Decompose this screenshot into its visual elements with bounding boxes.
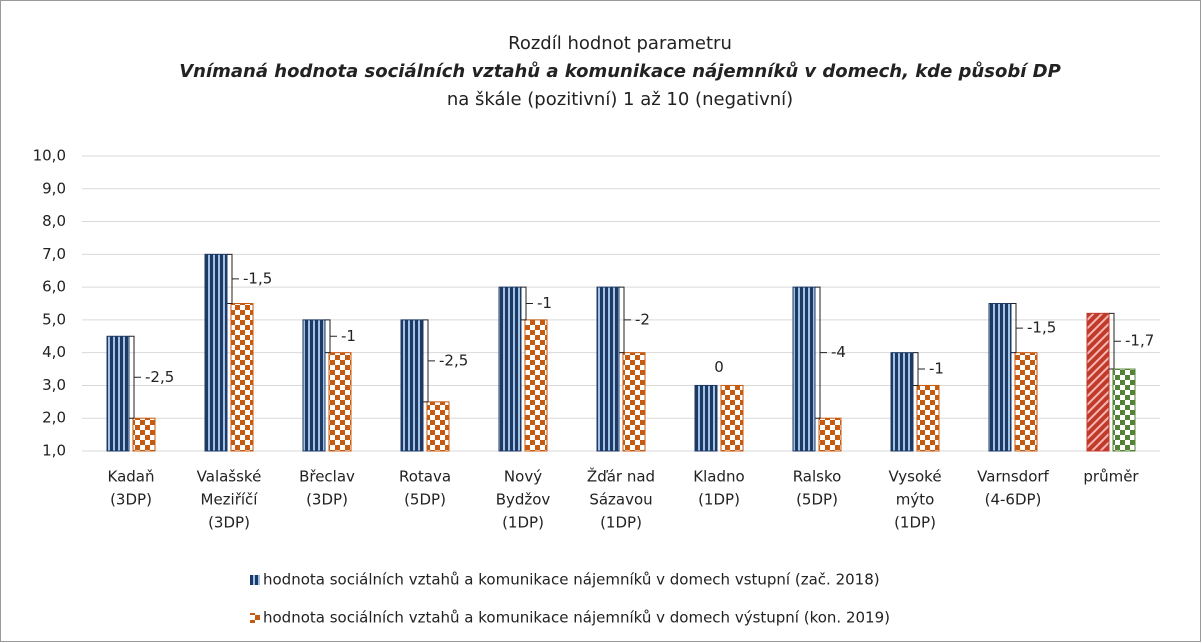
y-tick-label: 6,0 bbox=[42, 278, 66, 296]
difference-label: -1,7 bbox=[1125, 332, 1154, 350]
x-tick-label: (4-6DP) bbox=[985, 491, 1042, 509]
x-tick-label: Nový bbox=[504, 468, 542, 486]
bar bbox=[400, 319, 424, 452]
difference-label: -2 bbox=[635, 310, 650, 328]
x-tick-label: (3DP) bbox=[208, 514, 250, 532]
bracket bbox=[521, 286, 533, 321]
bar bbox=[1112, 368, 1136, 452]
x-tick-label: (1DP) bbox=[502, 514, 544, 532]
bar bbox=[916, 384, 940, 452]
bar bbox=[328, 352, 352, 452]
bar bbox=[230, 303, 254, 452]
difference-label: -1,5 bbox=[243, 269, 272, 287]
bar bbox=[988, 303, 1012, 452]
x-tick-label: Varnsdorf bbox=[977, 468, 1049, 486]
x-tick-label: Břeclav bbox=[299, 468, 355, 486]
x-tick-label: Valašské bbox=[197, 468, 262, 486]
bar bbox=[426, 401, 450, 452]
difference-label: -1 bbox=[537, 294, 552, 312]
y-tick-label: 10,0 bbox=[33, 147, 66, 165]
difference-label: -1,5 bbox=[1027, 319, 1056, 337]
x-tick-label: Rotava bbox=[399, 468, 451, 486]
bracket bbox=[325, 319, 337, 354]
chart-subtitle: na škále (pozitivní) 1 až 10 (negativní) bbox=[447, 89, 793, 110]
difference-label: -4 bbox=[831, 343, 846, 361]
x-tick-label: průměr bbox=[1083, 468, 1139, 486]
bracket bbox=[619, 286, 631, 354]
bar bbox=[890, 352, 914, 452]
chart-subtitle: Vnímaná hodnota sociálních vztahů a komu… bbox=[179, 61, 1061, 82]
legend-label: hodnota sociálních vztahů a komunikace n… bbox=[263, 571, 880, 589]
bar bbox=[524, 319, 548, 452]
bar bbox=[302, 319, 326, 452]
y-tick-label: 7,0 bbox=[42, 245, 66, 263]
x-tick-label: (3DP) bbox=[306, 491, 348, 509]
difference-label: -1 bbox=[341, 327, 356, 345]
x-tick-label: Sázavou bbox=[589, 491, 652, 509]
legend-swatch bbox=[250, 575, 260, 585]
x-tick-label: (3DP) bbox=[110, 491, 152, 509]
bracket bbox=[815, 286, 827, 419]
bar bbox=[596, 286, 620, 452]
x-tick-label: (1DP) bbox=[698, 491, 740, 509]
y-tick-label: 4,0 bbox=[42, 343, 66, 361]
y-tick-label: 3,0 bbox=[42, 376, 66, 394]
bracket bbox=[129, 335, 141, 419]
bar bbox=[622, 352, 646, 452]
x-tick-label: (1DP) bbox=[894, 514, 936, 532]
difference-label: 0 bbox=[714, 358, 724, 376]
x-tick-label: Žďár nad bbox=[587, 467, 655, 486]
bar bbox=[720, 384, 744, 452]
x-tick-label: Ralsko bbox=[793, 468, 842, 486]
bar bbox=[498, 286, 522, 452]
y-tick-label: 9,0 bbox=[42, 179, 66, 197]
bar bbox=[132, 417, 156, 452]
x-tick-label: (5DP) bbox=[404, 491, 446, 509]
x-tick-label: Kladno bbox=[693, 468, 744, 486]
bracket bbox=[1011, 303, 1023, 354]
bar bbox=[204, 253, 228, 452]
x-tick-label: Bydžov bbox=[496, 491, 551, 509]
difference-label: -2,5 bbox=[145, 368, 174, 386]
bar bbox=[818, 417, 842, 452]
y-tick-label: 1,0 bbox=[42, 442, 66, 460]
y-tick-label: 5,0 bbox=[42, 310, 66, 328]
bar bbox=[1086, 312, 1110, 452]
x-tick-label: mýto bbox=[896, 491, 935, 509]
bracket bbox=[1109, 312, 1121, 370]
bracket bbox=[227, 253, 239, 304]
bracket bbox=[913, 352, 925, 386]
bar bbox=[106, 335, 130, 452]
legend-swatch bbox=[250, 613, 260, 623]
bar bbox=[694, 384, 718, 452]
y-tick-label: 2,0 bbox=[42, 409, 66, 427]
difference-label: -2,5 bbox=[439, 351, 468, 369]
x-tick-label: (1DP) bbox=[600, 514, 642, 532]
x-tick-label: Kadaň bbox=[108, 468, 155, 486]
bracket bbox=[423, 319, 435, 403]
difference-label: -1 bbox=[929, 360, 944, 378]
x-tick-label: Vysoké bbox=[888, 468, 941, 486]
y-tick-label: 8,0 bbox=[42, 212, 66, 230]
legend-label: hodnota sociálních vztahů a komunikace n… bbox=[263, 609, 890, 627]
bar bbox=[792, 286, 816, 452]
x-tick-label: (5DP) bbox=[796, 491, 838, 509]
x-tick-label: Meziříčí bbox=[201, 491, 259, 509]
bar bbox=[1014, 352, 1038, 452]
chart-title: Rozdíl hodnot parametru bbox=[508, 33, 732, 54]
